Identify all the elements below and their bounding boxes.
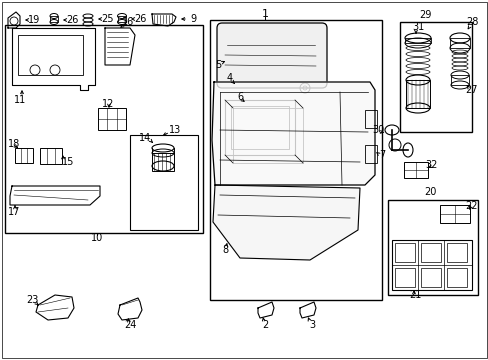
Bar: [98, 108, 126, 130]
Text: 23: 23: [26, 295, 38, 305]
Bar: [364, 145, 376, 163]
Polygon shape: [212, 82, 374, 185]
Text: 11: 11: [14, 95, 26, 105]
Bar: [391, 240, 471, 290]
Text: 6: 6: [237, 92, 243, 102]
Text: 26: 26: [66, 15, 78, 25]
Text: 4: 4: [226, 73, 233, 83]
Bar: [446, 268, 466, 287]
Text: 27: 27: [465, 85, 477, 95]
Polygon shape: [213, 185, 359, 260]
Text: 25: 25: [101, 14, 113, 24]
Bar: [50, 16, 58, 22]
Bar: [5, 25, 203, 233]
Bar: [446, 243, 466, 262]
Text: 5: 5: [214, 60, 221, 70]
Bar: [450, 75, 468, 85]
Bar: [40, 148, 62, 164]
Bar: [209, 20, 381, 300]
Bar: [399, 22, 471, 132]
Text: 15: 15: [61, 157, 74, 167]
Bar: [420, 268, 440, 287]
Text: 19: 19: [28, 15, 40, 25]
Bar: [118, 16, 126, 22]
Text: 13: 13: [168, 125, 181, 135]
Text: 32: 32: [425, 160, 437, 170]
FancyBboxPatch shape: [217, 23, 326, 88]
Text: 10: 10: [91, 233, 103, 243]
Bar: [405, 80, 429, 108]
Bar: [420, 243, 440, 262]
Text: 21: 21: [408, 290, 420, 300]
Bar: [364, 110, 376, 128]
Text: 31: 31: [411, 22, 423, 32]
Text: 7: 7: [378, 150, 385, 160]
Text: 22: 22: [465, 201, 477, 211]
Text: 3: 3: [308, 320, 314, 330]
Text: 8: 8: [222, 245, 227, 255]
Text: 1: 1: [261, 9, 268, 19]
Bar: [403, 162, 427, 178]
Text: 12: 12: [102, 99, 114, 109]
Bar: [18, 35, 83, 75]
Bar: [394, 268, 414, 287]
Bar: [15, 148, 33, 163]
Bar: [232, 108, 303, 163]
Bar: [152, 153, 174, 171]
Bar: [404, 38, 430, 43]
Text: 16: 16: [122, 17, 134, 27]
Text: 30: 30: [371, 125, 384, 135]
Bar: [394, 243, 414, 262]
Bar: [230, 106, 288, 149]
Text: 28: 28: [465, 17, 477, 27]
Bar: [439, 205, 469, 223]
Text: 18: 18: [8, 139, 20, 149]
Text: 20: 20: [423, 187, 435, 197]
Bar: [387, 200, 477, 295]
Text: 26: 26: [134, 14, 146, 24]
Text: 24: 24: [123, 320, 136, 330]
Text: 29: 29: [418, 10, 430, 20]
Text: 2: 2: [262, 320, 267, 330]
Text: 14: 14: [139, 133, 151, 143]
Bar: [130, 135, 198, 230]
Text: 9: 9: [189, 14, 196, 24]
Text: 17: 17: [8, 207, 20, 217]
Bar: [449, 38, 469, 48]
Bar: [224, 100, 294, 155]
